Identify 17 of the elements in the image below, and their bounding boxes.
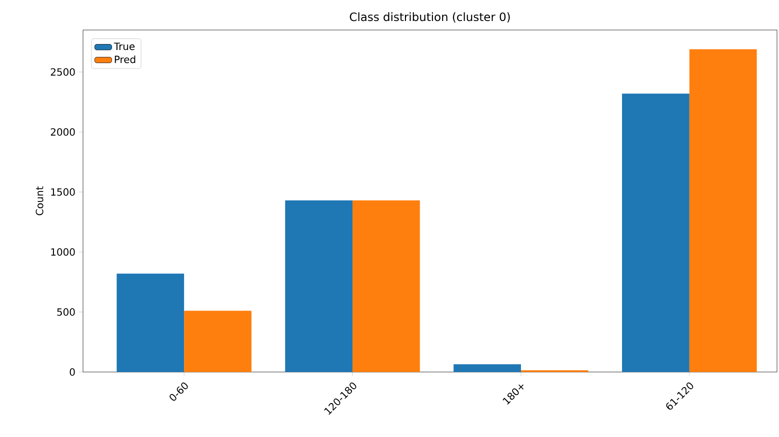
bar bbox=[352, 200, 420, 372]
y-axis-title: Count bbox=[36, 186, 44, 216]
y-tick-label: 0 bbox=[70, 368, 75, 376]
y-tick-label: 500 bbox=[57, 308, 75, 316]
y-tick-label: 2500 bbox=[50, 68, 75, 76]
y-tick-label: 2000 bbox=[50, 128, 75, 136]
bar bbox=[116, 274, 184, 372]
bar bbox=[622, 94, 690, 372]
legend-label: Pred bbox=[114, 55, 136, 64]
chart-title: Class distribution (cluster 0) bbox=[350, 12, 510, 23]
bar bbox=[285, 200, 353, 372]
legend-label: True bbox=[114, 42, 135, 50]
y-tick-label: 1500 bbox=[51, 188, 75, 196]
bar bbox=[184, 310, 252, 372]
bar bbox=[689, 49, 757, 372]
bar bbox=[454, 364, 521, 372]
y-tick-label: 1000 bbox=[51, 248, 75, 256]
